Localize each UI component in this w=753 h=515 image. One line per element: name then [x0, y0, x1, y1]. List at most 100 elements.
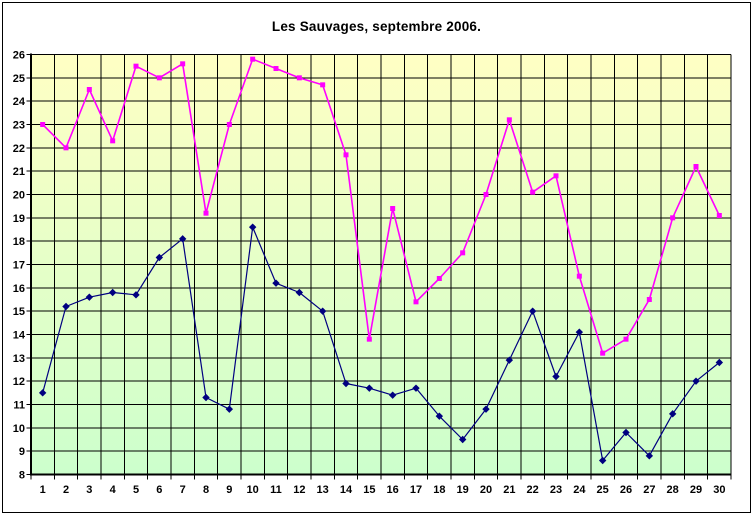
magenta-series-point[interactable]: [86, 87, 92, 92]
blue-series-point[interactable]: [295, 288, 304, 297]
blue-series-point[interactable]: [342, 379, 350, 388]
magenta-series-point[interactable]: [226, 122, 232, 127]
x-tick-label: 4: [110, 484, 117, 496]
x-tick-label: 26: [620, 484, 632, 496]
axes: [30, 53, 731, 476]
y-tick-label: 13: [13, 353, 25, 365]
blue-series-point[interactable]: [435, 412, 444, 420]
blue-series-point[interactable]: [132, 291, 140, 299]
x-tick-label: 27: [643, 484, 655, 496]
blue-series-point[interactable]: [202, 393, 210, 402]
magenta-series-point[interactable]: [156, 75, 162, 81]
magenta-series-point[interactable]: [670, 215, 676, 221]
y-tick-label: 8: [19, 470, 25, 482]
blue-series-point[interactable]: [248, 223, 257, 231]
magenta-series-point[interactable]: [693, 164, 699, 169]
magenta-series-point[interactable]: [273, 66, 279, 71]
x-tick-label: 3: [86, 484, 92, 496]
blue-series-point[interactable]: [622, 428, 630, 437]
x-tick-label: 28: [667, 484, 679, 496]
x-tick-label: 29: [690, 484, 702, 496]
blue-series-point[interactable]: [365, 384, 374, 392]
x-tick-label: 14: [340, 484, 353, 496]
magenta-series-point[interactable]: [623, 336, 629, 342]
y-tick-label: 23: [13, 120, 25, 132]
magenta-series-point[interactable]: [133, 63, 139, 69]
x-tick-label: 9: [226, 484, 232, 496]
blue-series-point[interactable]: [318, 307, 327, 315]
blue-series-point[interactable]: [505, 356, 514, 364]
magenta-series-point[interactable]: [576, 273, 582, 279]
blue-series-point[interactable]: [598, 456, 607, 465]
blue-series-point[interactable]: [412, 384, 420, 392]
blue-series-point[interactable]: [225, 405, 234, 413]
magenta-series-point[interactable]: [180, 61, 186, 67]
blue-series-point[interactable]: [108, 288, 117, 297]
magenta-series-point[interactable]: [483, 192, 489, 197]
blue-series-point[interactable]: [272, 279, 280, 287]
blue-series-point[interactable]: [528, 307, 537, 315]
x-tick-label: 7: [180, 484, 186, 496]
x-tick-label: 11: [270, 484, 282, 496]
magenta-series-point[interactable]: [460, 250, 466, 256]
magenta-series-point[interactable]: [646, 297, 652, 302]
magenta-series-point[interactable]: [110, 138, 116, 144]
y-tick-label: 17: [13, 260, 25, 272]
blue-series-point[interactable]: [645, 452, 654, 460]
x-tick-label: 19: [457, 484, 469, 496]
blue-series-point[interactable]: [388, 391, 397, 399]
blue-series-point[interactable]: [458, 435, 467, 444]
blue-series-point[interactable]: [715, 358, 724, 367]
magenta-series-point[interactable]: [40, 122, 46, 127]
magenta-series-point[interactable]: [320, 82, 326, 88]
y-tick-label: 21: [13, 166, 25, 178]
blue-series-point[interactable]: [668, 410, 677, 418]
magenta-series-line: [42, 58, 721, 354]
y-tick-label: 19: [13, 213, 25, 225]
y-tick-label: 10: [13, 423, 25, 435]
blue-series-point[interactable]: [155, 253, 164, 262]
blue-series-point[interactable]: [482, 405, 490, 413]
blue-series-point[interactable]: [552, 372, 560, 381]
blue-series-line: [42, 226, 720, 462]
y-tick-label: 24: [13, 96, 26, 108]
magenta-series-point[interactable]: [506, 117, 512, 123]
y-tick-label: 11: [13, 400, 25, 412]
x-tick-label: 1: [40, 484, 46, 496]
magenta-series-point[interactable]: [390, 206, 396, 211]
y-tick-label: 12: [13, 376, 25, 388]
axis-ticks: [26, 54, 732, 480]
x-tick-label: 6: [156, 484, 162, 496]
magenta-series-point[interactable]: [436, 276, 442, 281]
magenta-series-point[interactable]: [413, 299, 419, 305]
x-tick-label: 24: [573, 484, 586, 496]
magenta-series-point[interactable]: [203, 210, 209, 216]
blue-series-point[interactable]: [62, 302, 70, 311]
chart-title: Les Sauvages, septembre 2006.: [271, 19, 482, 34]
blue-series-point[interactable]: [575, 328, 584, 336]
x-tick-label: 30: [713, 484, 725, 496]
blue-series-point[interactable]: [692, 377, 700, 385]
blue-series-point[interactable]: [38, 389, 47, 397]
y-tick-label: 18: [13, 236, 25, 248]
magenta-series-point[interactable]: [530, 189, 536, 195]
y-tick-label: 14: [13, 330, 26, 342]
magenta-series-point[interactable]: [296, 75, 302, 81]
x-tick-label: 25: [597, 484, 609, 496]
x-tick-label: 13: [317, 484, 329, 496]
magenta-series-point[interactable]: [343, 152, 349, 158]
x-tick-label: 23: [550, 484, 562, 496]
blue-series-point[interactable]: [85, 293, 94, 301]
magenta-series-point[interactable]: [366, 336, 372, 342]
blue-series-point[interactable]: [178, 235, 187, 243]
magenta-series-point[interactable]: [716, 213, 722, 218]
magenta-series-point[interactable]: [250, 56, 256, 62]
magenta-series-point[interactable]: [600, 350, 606, 356]
magenta-series-point[interactable]: [63, 145, 69, 151]
magenta-series-point[interactable]: [553, 173, 559, 179]
x-tick-label: 8: [203, 484, 209, 496]
x-tick-label: 21: [503, 484, 515, 496]
